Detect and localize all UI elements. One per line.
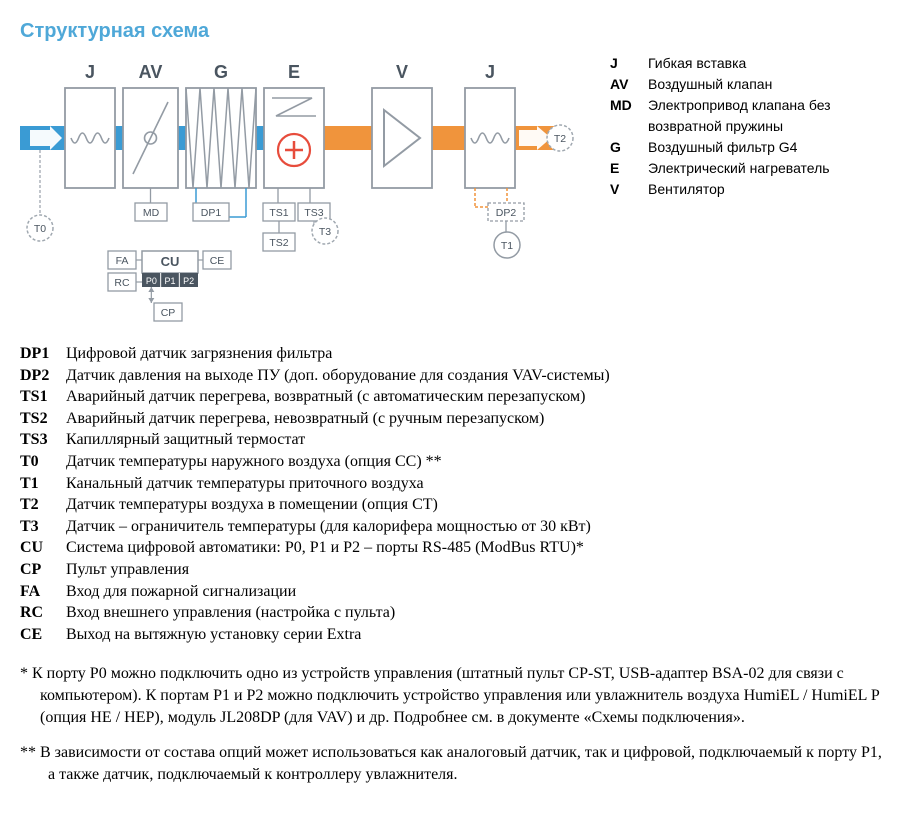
legend-code: V: [610, 179, 648, 200]
def-text: Датчик температуры воздуха в помещении (…: [66, 494, 438, 516]
def-code: TS2: [20, 408, 66, 430]
def-row: CEВыход на вытяжную установку серии Extr…: [20, 624, 890, 646]
def-row: CPПульт управления: [20, 559, 890, 581]
def-text: Датчик – ограничитель температуры (для к…: [66, 516, 591, 538]
legend-row: VВентилятор: [610, 179, 890, 200]
def-code: FA: [20, 581, 66, 603]
svg-text:T3: T3: [319, 226, 331, 238]
legend-code: AV: [610, 74, 648, 95]
def-code: CE: [20, 624, 66, 646]
def-row: T3Датчик – ограничитель температуры (для…: [20, 516, 890, 538]
svg-text:CE: CE: [210, 255, 225, 267]
legend-row: JГибкая вставка: [610, 53, 890, 74]
structural-diagram: J AV G E V J MD DP1 TS1 TS3 TS2 T3 DP2 T1 T0 T2 FA RC CE CU…: [20, 53, 580, 323]
def-code: CU: [20, 537, 66, 559]
definitions-list: DP1Цифровой датчик загрязнения фильтраDP…: [20, 343, 890, 645]
svg-text:CU: CU: [161, 254, 180, 269]
svg-text:AV: AV: [139, 62, 163, 82]
top-section: JAVGEVJMDDP1TS1TS3TS2T3DP2T1T0T2FARCCECU…: [20, 53, 890, 323]
def-row: T2Датчик температуры воздуха в помещении…: [20, 494, 890, 516]
def-row: TS1Аварийный датчик перегрева, возвратны…: [20, 386, 890, 408]
footnote-1: * К порту P0 можно подключить одно из ус…: [20, 663, 890, 728]
def-text: Пульт управления: [66, 559, 189, 581]
def-code: T3: [20, 516, 66, 538]
def-code: RC: [20, 602, 66, 624]
def-text: Вход для пожарной сигнализации: [66, 581, 296, 603]
def-text: Аварийный датчик перегрева, невозвратный…: [66, 408, 544, 430]
def-text: Датчик температуры наружного воздуха (оп…: [66, 451, 442, 473]
def-code: T2: [20, 494, 66, 516]
svg-text:J: J: [85, 62, 95, 82]
def-text: Аварийный датчик перегрева, возвратный (…: [66, 386, 585, 408]
legend-row: GВоздушный фильтр G4: [610, 137, 890, 158]
def-code: TS3: [20, 429, 66, 451]
legend-text: Воздушный клапан: [648, 74, 772, 95]
def-text: Вход внешнего управления (настройка с пу…: [66, 602, 395, 624]
svg-text:TS3: TS3: [304, 207, 323, 219]
svg-text:T0: T0: [34, 223, 46, 235]
def-row: T0Датчик температуры наружного воздуха (…: [20, 451, 890, 473]
def-text: Датчик давления на выходе ПУ (доп. обору…: [66, 365, 610, 387]
svg-text:MD: MD: [143, 207, 160, 219]
legend-text: Гибкая вставка: [648, 53, 746, 74]
def-code: DP2: [20, 365, 66, 387]
svg-text:DP1: DP1: [201, 207, 222, 219]
def-code: T1: [20, 473, 66, 495]
block-legend: JГибкая вставкаAVВоздушный клапанMDЭлект…: [610, 53, 890, 323]
legend-row: MDЭлектропривод клапана без возвратной п…: [610, 95, 890, 137]
legend-code: J: [610, 53, 648, 74]
svg-text:CP: CP: [161, 307, 176, 319]
svg-text:TS2: TS2: [269, 237, 288, 249]
svg-text:T1: T1: [501, 240, 513, 252]
def-text: Капиллярный защитный термостат: [66, 429, 305, 451]
svg-text:P1: P1: [164, 276, 175, 286]
def-text: Цифровой датчик загрязнения фильтра: [66, 343, 332, 365]
def-text: Система цифровой автоматики: P0, P1 и P2…: [66, 537, 584, 559]
svg-text:P2: P2: [183, 276, 194, 286]
def-row: FAВход для пожарной сигнализации: [20, 581, 890, 603]
svg-text:T2: T2: [554, 133, 566, 145]
svg-text:RC: RC: [114, 277, 130, 289]
legend-text: Вентилятор: [648, 179, 725, 200]
svg-text:DP2: DP2: [496, 207, 517, 219]
legend-code: MD: [610, 95, 648, 137]
legend-text: Воздушный фильтр G4: [648, 137, 797, 158]
def-row: DP1Цифровой датчик загрязнения фильтра: [20, 343, 890, 365]
legend-row: AVВоздушный клапан: [610, 74, 890, 95]
svg-text:E: E: [288, 62, 300, 82]
legend-code: E: [610, 158, 648, 179]
def-row: TS2Аварийный датчик перегрева, невозврат…: [20, 408, 890, 430]
footnote-2: ** В зависимости от состава опций может …: [20, 742, 890, 785]
svg-text:FA: FA: [116, 255, 129, 267]
legend-text: Электропривод клапана без возвратной пру…: [648, 95, 890, 137]
legend-code: G: [610, 137, 648, 158]
svg-text:V: V: [396, 62, 408, 82]
def-code: CP: [20, 559, 66, 581]
svg-text:P0: P0: [146, 276, 157, 286]
legend-text: Электрический нагреватель: [648, 158, 830, 179]
def-code: TS1: [20, 386, 66, 408]
svg-text:TS1: TS1: [269, 207, 288, 219]
def-row: RCВход внешнего управления (настройка с …: [20, 602, 890, 624]
def-row: CUСистема цифровой автоматики: P0, P1 и …: [20, 537, 890, 559]
def-row: TS3Капиллярный защитный термостат: [20, 429, 890, 451]
def-code: T0: [20, 451, 66, 473]
def-row: T1Канальный датчик температуры приточног…: [20, 473, 890, 495]
svg-text:J: J: [485, 62, 495, 82]
def-code: DP1: [20, 343, 66, 365]
page-title: Структурная схема: [20, 20, 890, 43]
def-row: DP2Датчик давления на выходе ПУ (доп. об…: [20, 365, 890, 387]
def-text: Выход на вытяжную установку серии Extra: [66, 624, 361, 646]
legend-row: EЭлектрический нагреватель: [610, 158, 890, 179]
def-text: Канальный датчик температуры приточного …: [66, 473, 424, 495]
svg-text:G: G: [214, 62, 228, 82]
